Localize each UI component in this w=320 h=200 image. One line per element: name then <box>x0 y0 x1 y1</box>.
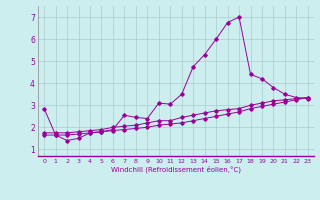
X-axis label: Windchill (Refroidissement éolien,°C): Windchill (Refroidissement éolien,°C) <box>111 166 241 173</box>
